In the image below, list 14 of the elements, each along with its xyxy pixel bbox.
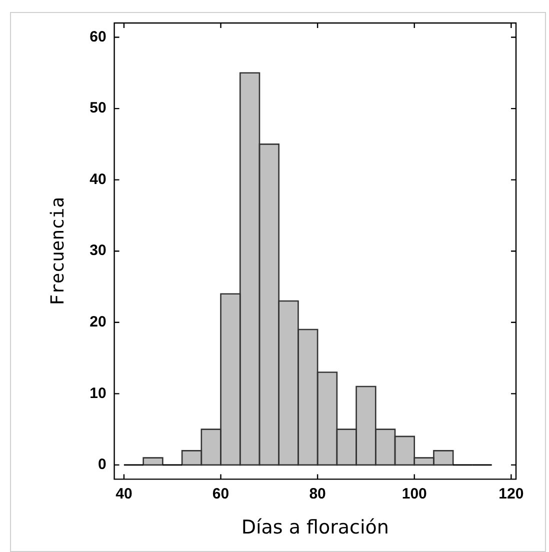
- y-tick-label: 0: [98, 456, 106, 474]
- y-tick-label: 20: [90, 314, 106, 331]
- y-tick-label: 60: [90, 28, 106, 46]
- y-tick-label: 40: [90, 170, 106, 188]
- x-tick-label: 120: [498, 485, 524, 502]
- x-axis-title: Días a floración: [241, 516, 389, 539]
- x-tick-label: 40: [116, 485, 132, 502]
- x-tick-label: 100: [402, 485, 427, 502]
- y-axis-title: Frecuencia: [47, 196, 68, 306]
- y-tick-label: 30: [90, 242, 106, 260]
- y-tick-label: 50: [90, 100, 106, 117]
- y-tick-label: 10: [90, 384, 106, 402]
- x-tick-label: 60: [212, 485, 230, 502]
- x-tick-label: 80: [309, 485, 326, 502]
